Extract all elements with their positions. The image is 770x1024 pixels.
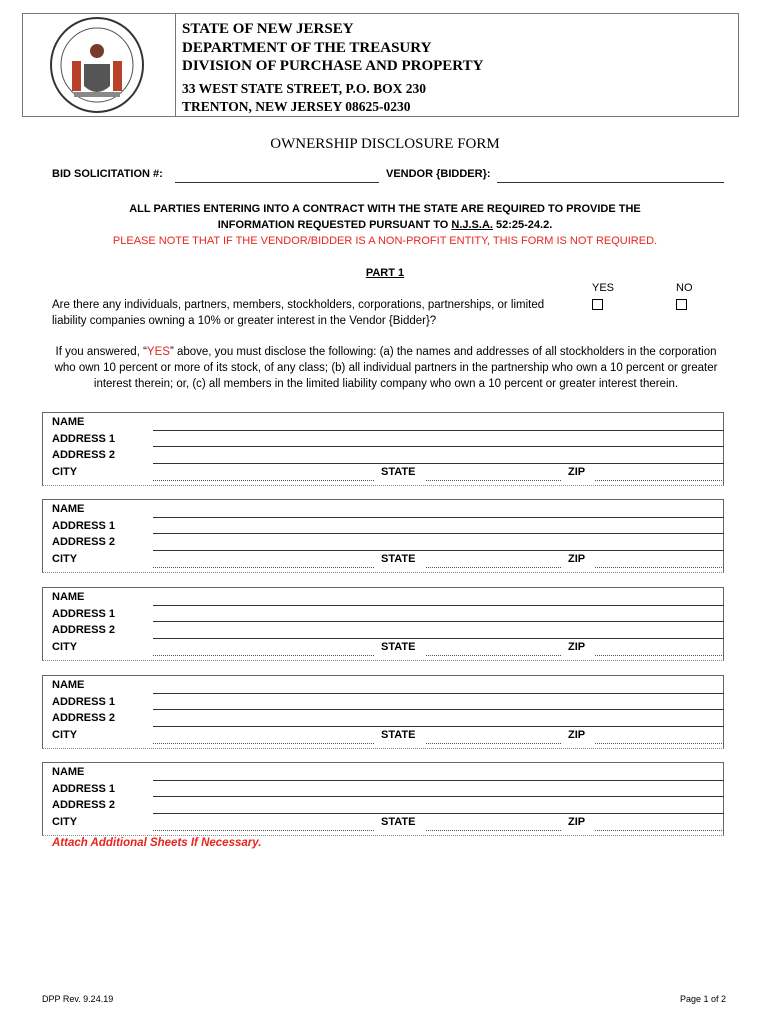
owner-address-2-input[interactable] <box>153 550 724 551</box>
owner-address-2-input[interactable] <box>153 463 724 464</box>
owner-zip-label: ZIP <box>568 640 586 653</box>
owner-zip-input[interactable] <box>595 567 724 568</box>
njsa-link[interactable]: N.J.S.A. <box>451 219 493 231</box>
owner-city-input[interactable] <box>153 480 374 481</box>
owner-state-label: STATE <box>381 552 416 565</box>
owner-state-input[interactable] <box>426 480 561 481</box>
owner-address-2-label: ADDRESS 2 <box>52 799 115 811</box>
owner-state-label: STATE <box>381 640 416 653</box>
owner-city-label: CITY <box>52 640 78 653</box>
owner-address-2-label: ADDRESS 2 <box>52 712 115 724</box>
owner-name-input[interactable] <box>153 430 724 431</box>
owner-name-input[interactable] <box>153 517 724 518</box>
owner-entry-block: NAME ADDRESS 1 ADDRESS 2 CITY STATE ZIP <box>42 412 724 486</box>
owner-state-input[interactable] <box>426 567 561 568</box>
owner-city-label: CITY <box>52 465 78 478</box>
bid-solicitation-label: BID SOLICITATION #: <box>52 168 163 180</box>
owner-address-2-input[interactable] <box>153 726 724 727</box>
nonprofit-notice: PLEASE NOTE THAT IF THE VENDOR/BIDDER IS… <box>112 235 658 247</box>
owner-zip-input[interactable] <box>595 830 724 831</box>
owner-address-1-label: ADDRESS 1 <box>52 432 115 445</box>
owner-address-1-label: ADDRESS 1 <box>52 519 115 532</box>
owner-address-1-input[interactable] <box>153 709 724 710</box>
owner-zip-input[interactable] <box>595 655 724 656</box>
owner-city-input[interactable] <box>153 743 374 744</box>
owner-city-input[interactable] <box>153 567 374 568</box>
header-line-1: STATE OF NEW JERSEY <box>182 21 354 37</box>
owner-name-label: NAME <box>52 591 85 603</box>
header-address-1: 33 WEST STATE STREET, P.O. BOX 230 <box>182 81 426 96</box>
owner-address-1-label: ADDRESS 1 <box>52 782 115 795</box>
owner-city-label: CITY <box>52 815 78 828</box>
owner-city-label: CITY <box>52 552 78 565</box>
no-checkbox[interactable] <box>676 299 687 310</box>
owner-city-label: CITY <box>52 728 78 741</box>
part1-title: PART 1 <box>365 267 405 279</box>
header-line-2: DEPARTMENT OF THE TREASURY <box>182 39 432 56</box>
owner-entry-block: NAME ADDRESS 1 ADDRESS 2 CITY STATE ZIP <box>42 675 724 749</box>
notice-line-1: ALL PARTIES ENTERING INTO A CONTRACT WIT… <box>129 203 641 215</box>
page-number: Page 1 of 2 <box>680 994 727 1004</box>
owner-entry-block: NAME ADDRESS 1 ADDRESS 2 CITY STATE ZIP <box>42 499 724 573</box>
no-label: NO <box>676 282 693 294</box>
yes-checkbox[interactable] <box>592 299 603 310</box>
owner-address-1-label: ADDRESS 1 <box>52 695 115 708</box>
form-title: OWNERSHIP DISCLOSURE FORM <box>270 136 500 152</box>
notice-line-2: INFORMATION REQUESTED PURSUANT TO N.J.S.… <box>217 219 553 231</box>
owner-address-2-label: ADDRESS 2 <box>52 624 115 636</box>
owner-zip-input[interactable] <box>595 743 724 744</box>
owner-address-1-label: ADDRESS 1 <box>52 607 115 620</box>
owner-name-input[interactable] <box>153 780 724 781</box>
owner-zip-label: ZIP <box>568 465 586 478</box>
owner-name-label: NAME <box>52 679 85 691</box>
ownership-question: Are there any individuals, partners, mem… <box>52 299 545 327</box>
vendor-input[interactable] <box>497 182 724 183</box>
header-address-2: TRENTON, NEW JERSEY 08625-0230 <box>182 99 411 114</box>
owner-name-input[interactable] <box>153 693 724 694</box>
owner-name-label: NAME <box>52 416 85 428</box>
owner-state-label: STATE <box>381 465 416 478</box>
yes-label: YES <box>592 282 615 294</box>
disclosure-instructions: If you answered, “YES” above, you must d… <box>54 346 718 390</box>
attach-sheets-note: Attach Additional Sheets If Necessary. <box>52 837 262 849</box>
owner-state-input[interactable] <box>426 743 561 744</box>
owner-state-label: STATE <box>381 728 416 741</box>
owner-address-2-label: ADDRESS 2 <box>52 449 115 461</box>
bid-solicitation-input[interactable] <box>175 182 379 183</box>
owner-address-2-input[interactable] <box>153 638 724 639</box>
nj-seal-logo <box>50 17 144 113</box>
owner-name-input[interactable] <box>153 605 724 606</box>
owner-state-label: STATE <box>381 815 416 828</box>
owner-address-1-input[interactable] <box>153 621 724 622</box>
owner-city-input[interactable] <box>153 830 374 831</box>
header-line-3: DIVISION OF PURCHASE AND PROPERTY <box>182 58 484 74</box>
owner-state-input[interactable] <box>426 655 561 656</box>
owner-address-1-input[interactable] <box>153 533 724 534</box>
owner-entry-block: NAME ADDRESS 1 ADDRESS 2 CITY STATE ZIP <box>42 762 724 836</box>
owner-name-label: NAME <box>52 766 85 778</box>
owner-zip-label: ZIP <box>568 552 586 565</box>
owner-zip-input[interactable] <box>595 480 724 481</box>
owner-address-2-input[interactable] <box>153 813 724 814</box>
owner-name-label: NAME <box>52 503 85 515</box>
revision-label: DPP Rev. 9.24.19 <box>42 994 114 1004</box>
owner-address-2-label: ADDRESS 2 <box>52 536 115 548</box>
header-box <box>22 13 739 117</box>
vendor-label: VENDOR {BIDDER}: <box>386 168 491 180</box>
owner-state-input[interactable] <box>426 830 561 831</box>
owner-address-1-input[interactable] <box>153 796 724 797</box>
owner-address-1-input[interactable] <box>153 446 724 447</box>
owner-zip-label: ZIP <box>568 728 586 741</box>
owner-entry-block: NAME ADDRESS 1 ADDRESS 2 CITY STATE ZIP <box>42 587 724 661</box>
owner-city-input[interactable] <box>153 655 374 656</box>
header-divider <box>175 13 176 117</box>
owner-zip-label: ZIP <box>568 815 586 828</box>
